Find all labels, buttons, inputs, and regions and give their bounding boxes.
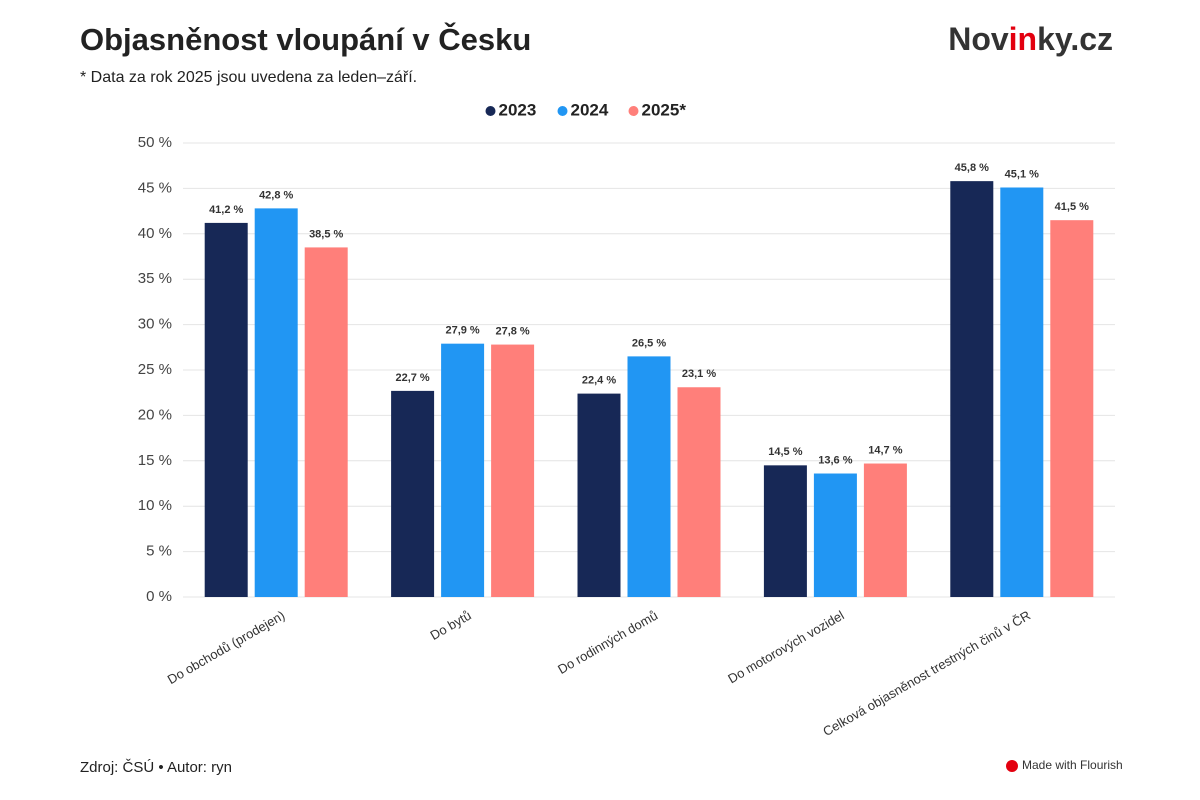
bar bbox=[254, 208, 298, 597]
value-label: 14,7 % bbox=[868, 444, 902, 456]
brand-part: in bbox=[1009, 21, 1037, 57]
x-tick-label: Celková objasněnost trestných činů v ČR bbox=[820, 608, 1033, 739]
value-label: 45,8 % bbox=[955, 162, 989, 174]
bar bbox=[627, 356, 671, 597]
legend-marker bbox=[557, 106, 568, 116]
legend-label: 2025* bbox=[642, 100, 687, 119]
value-label: 27,8 % bbox=[495, 325, 529, 337]
bar bbox=[577, 393, 621, 597]
bar bbox=[763, 465, 807, 597]
y-tick-label: 0 % bbox=[146, 588, 172, 605]
brand-part: ky.cz bbox=[1037, 21, 1113, 57]
value-label: 27,9 % bbox=[445, 325, 479, 337]
bar bbox=[863, 463, 907, 597]
value-label: 41,5 % bbox=[1055, 201, 1089, 213]
flourish-credit: Made with Flourish bbox=[1022, 758, 1123, 772]
legend-label: 2024 bbox=[571, 100, 609, 119]
value-label: 23,1 % bbox=[682, 368, 716, 380]
x-tick-label: Do bytů bbox=[428, 608, 474, 643]
brand-part: Nov bbox=[948, 21, 1009, 57]
y-tick-label: 35 % bbox=[138, 270, 172, 287]
chart-title: Objasněnost vloupání v Česku bbox=[80, 21, 531, 57]
value-label: 45,1 % bbox=[1005, 168, 1039, 180]
value-label: 14,5 % bbox=[768, 446, 802, 458]
bar bbox=[677, 387, 721, 597]
value-label: 41,2 % bbox=[209, 204, 243, 216]
value-label: 42,8 % bbox=[259, 189, 293, 201]
legend-marker bbox=[485, 106, 496, 116]
y-tick-label: 45 % bbox=[138, 179, 172, 196]
bar bbox=[304, 247, 348, 598]
x-tick-label: Do obchodů (prodejen) bbox=[165, 608, 288, 687]
value-label: 26,5 % bbox=[632, 337, 666, 349]
y-tick-label: 15 % bbox=[138, 452, 172, 469]
legend-marker bbox=[628, 106, 639, 116]
y-tick-label: 20 % bbox=[138, 406, 172, 423]
value-label: 38,5 % bbox=[309, 228, 343, 240]
bar bbox=[491, 344, 535, 597]
x-tick-label: Do rodinných domů bbox=[555, 608, 660, 677]
source-note: Zdroj: ČSÚ • Autor: ryn bbox=[80, 759, 232, 776]
bar bbox=[1050, 220, 1094, 597]
y-tick-label: 40 % bbox=[138, 225, 172, 242]
bar bbox=[441, 343, 485, 597]
brand-logo: Novinky.cz bbox=[948, 21, 1113, 57]
chart-subtitle: * Data za rok 2025 jsou uvedena za leden… bbox=[80, 69, 417, 86]
bar bbox=[1000, 187, 1044, 597]
value-label: 22,4 % bbox=[582, 375, 616, 387]
y-tick-label: 10 % bbox=[138, 497, 172, 514]
y-tick-label: 25 % bbox=[138, 361, 172, 378]
x-tick-label: Do motorových vozidel bbox=[725, 608, 846, 687]
y-tick-label: 30 % bbox=[138, 316, 172, 333]
flourish-icon bbox=[1006, 760, 1018, 772]
value-label: 13,6 % bbox=[818, 454, 852, 466]
bar bbox=[204, 222, 248, 598]
value-label: 22,7 % bbox=[395, 372, 429, 384]
y-tick-label: 50 % bbox=[138, 134, 172, 151]
bar bbox=[813, 473, 857, 597]
bar bbox=[950, 181, 994, 598]
bar bbox=[391, 390, 435, 597]
y-tick-label: 5 % bbox=[146, 543, 172, 560]
legend-label: 2023 bbox=[499, 100, 537, 119]
